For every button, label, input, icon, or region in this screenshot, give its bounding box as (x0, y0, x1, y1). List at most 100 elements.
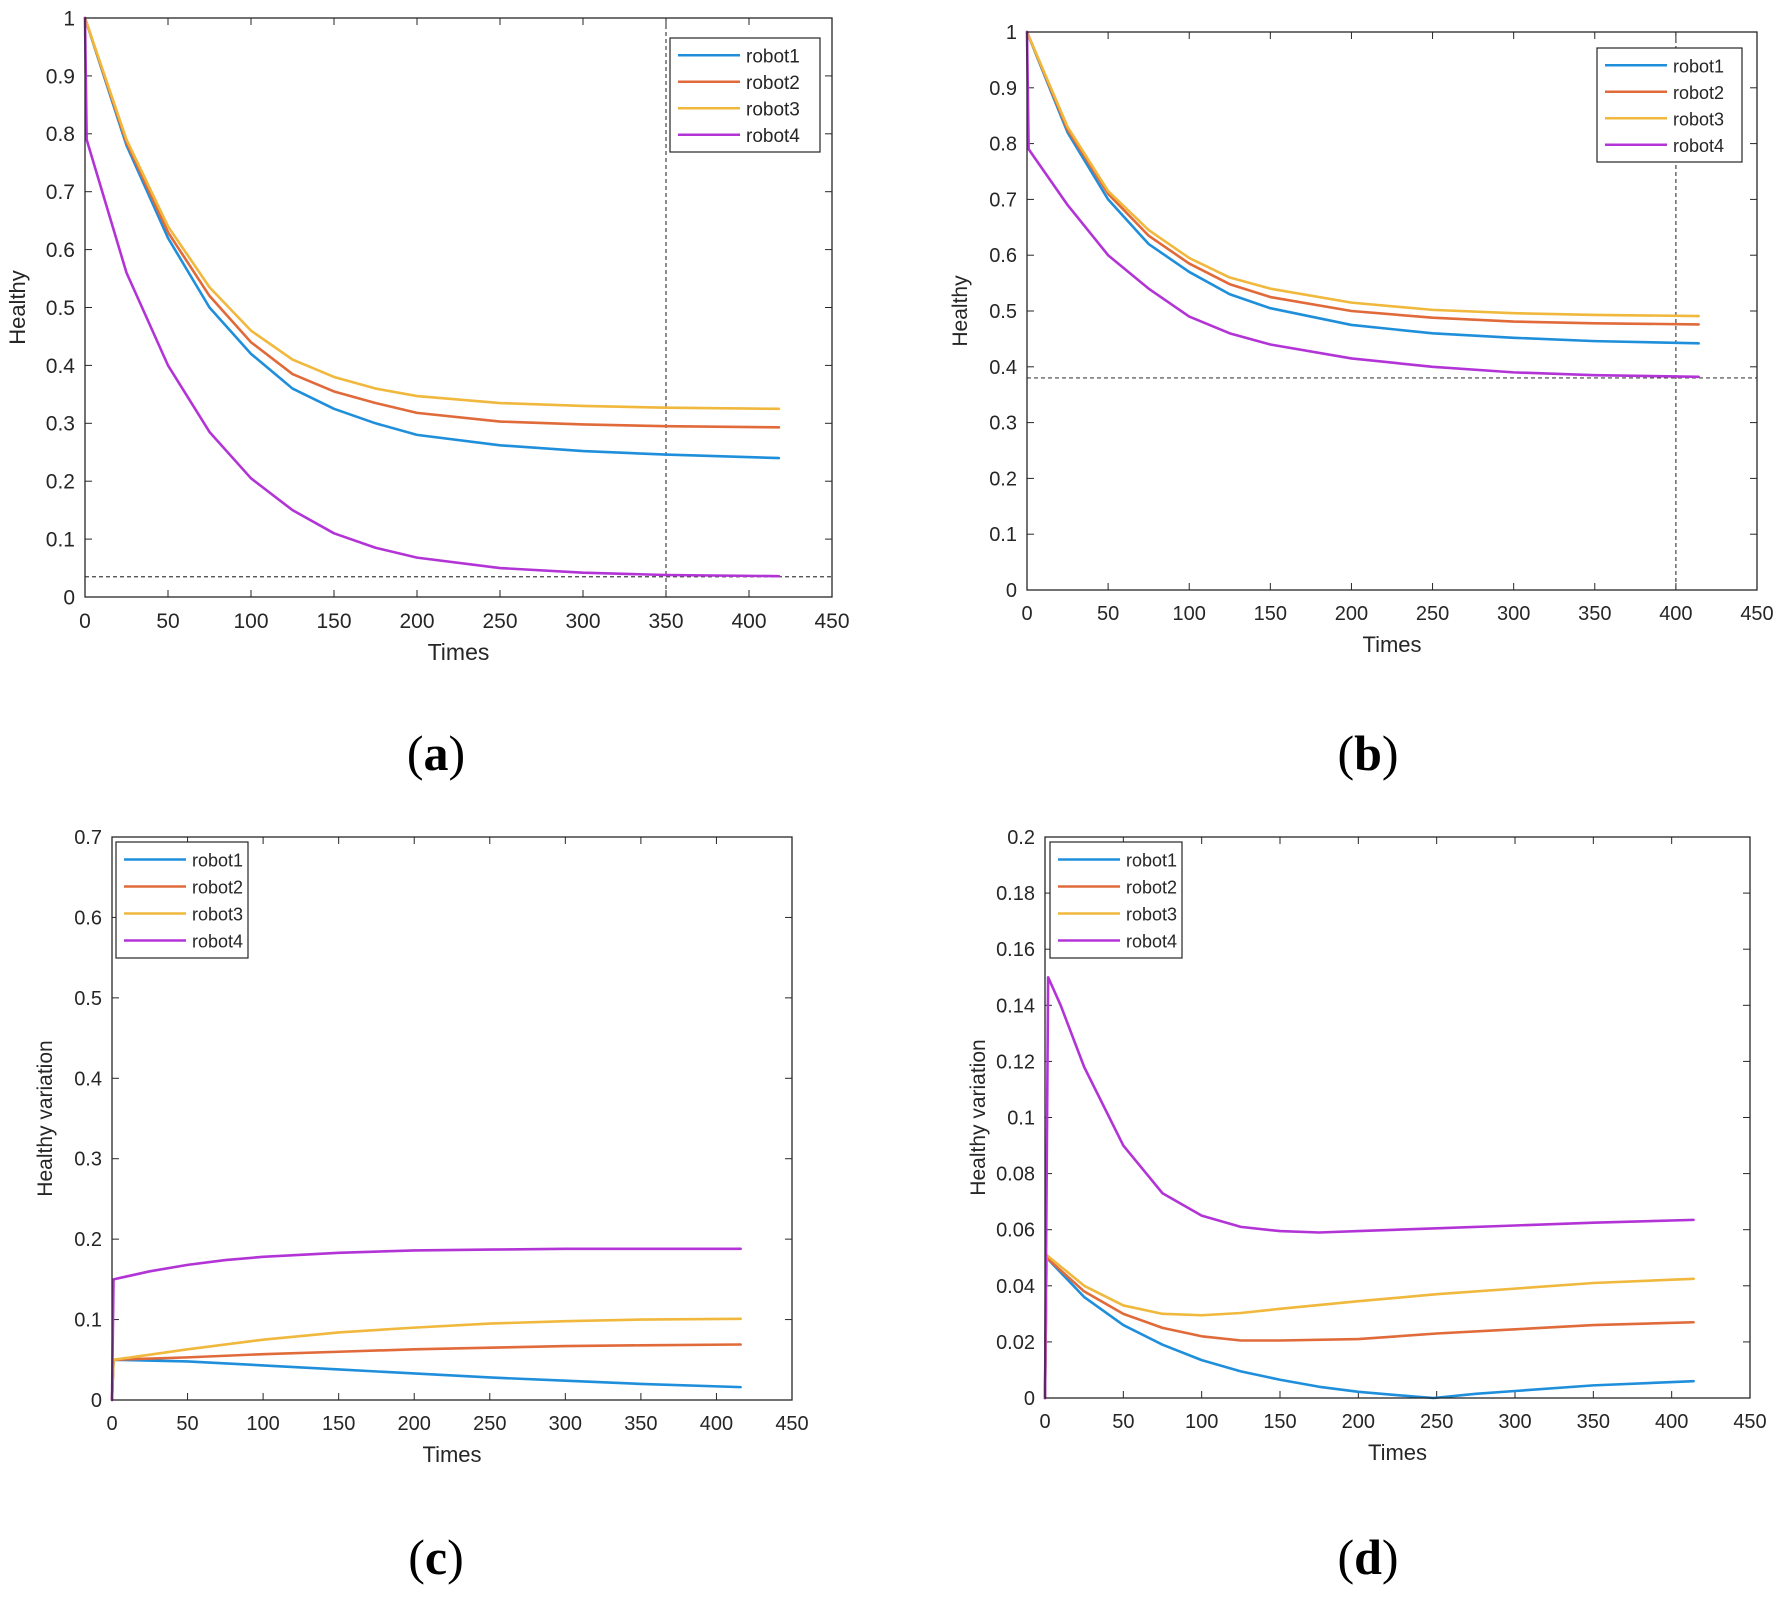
x-tick-label: 400 (731, 610, 766, 633)
series-line-robot3 (83, 16, 781, 411)
x-tick-label: 350 (1577, 1411, 1610, 1433)
axes-box (84, 17, 833, 598)
x-tick-label: 250 (473, 1413, 506, 1435)
x-tick-label: 400 (1655, 1411, 1688, 1433)
x-tick-label: 0 (1021, 603, 1032, 625)
y-axis-title: Healthy variation (34, 1040, 57, 1196)
axes-box (111, 836, 793, 1401)
legend-label-robot1: robot1 (746, 47, 800, 68)
y-tick-label: 0.08 (996, 1164, 1035, 1186)
y-tick-label: 0.04 (996, 1276, 1035, 1298)
legend-box (669, 37, 821, 153)
y-tick-label: 0.16 (996, 939, 1035, 961)
x-tick-label: 300 (565, 610, 600, 633)
x-tick-label: 50 (156, 610, 179, 633)
legend-label-robot4: robot4 (192, 932, 243, 952)
legend-box (1596, 47, 1743, 163)
panel-label-d: (d) (1337, 1529, 1399, 1585)
x-tick-label: 450 (775, 1413, 808, 1435)
legend-label-robot1: robot1 (1126, 851, 1177, 871)
x-tick-label: 200 (1342, 1411, 1375, 1433)
x-tick-label: 200 (398, 1413, 431, 1435)
panel-label-c-letter: c (424, 1529, 448, 1585)
x-tick-label: 300 (1497, 603, 1530, 625)
y-tick-label: 0 (1006, 580, 1017, 602)
x-tick-label: 450 (814, 610, 849, 633)
y-tick-label: 0.14 (996, 995, 1035, 1017)
series-line-robot4 (1043, 975, 1695, 1400)
axes-box (1026, 31, 1758, 591)
y-tick-label: 0.3 (46, 413, 75, 436)
y-tick-label: 0.8 (989, 134, 1017, 156)
series-line-robot4 (110, 1247, 742, 1402)
x-axis-title: Times (428, 639, 490, 665)
y-tick-label: 0.4 (989, 357, 1017, 379)
x-tick-label: 350 (648, 610, 683, 633)
y-tick-label: 0 (91, 1390, 102, 1412)
legend-box (115, 841, 249, 959)
x-tick-label: 450 (1740, 603, 1773, 625)
axes-box (1044, 836, 1751, 1399)
series-line-robot2 (1025, 30, 1700, 326)
y-tick-label: 0.6 (74, 907, 102, 929)
y-tick-label: 0.2 (46, 471, 75, 494)
series-line-robot2 (83, 16, 781, 429)
y-tick-label: 0.7 (989, 189, 1017, 211)
chart-d: 0 50 100 150 200 250 300 350 400 450 0 0.02 0.04 0.06… (967, 827, 1767, 1465)
series-line-robot3 (1025, 30, 1700, 318)
y-tick-label: 0.18 (996, 883, 1035, 905)
legend-label-robot3: robot3 (1126, 905, 1177, 925)
panel-label-b-letter: b (1354, 725, 1382, 781)
x-tick-label: 250 (1416, 603, 1449, 625)
y-tick-label: 0.06 (996, 1220, 1035, 1242)
legend-label-robot2: robot2 (192, 878, 243, 898)
legend-label-robot1: robot1 (1673, 56, 1724, 76)
x-tick-label: 300 (549, 1413, 582, 1435)
y-tick-label: 0.3 (74, 1149, 102, 1171)
legend-label-robot2: robot2 (1673, 83, 1724, 103)
x-tick-label: 0 (1039, 1411, 1050, 1433)
y-tick-label: 0.2 (1007, 827, 1035, 849)
y-tick-label: 0.1 (46, 528, 75, 551)
x-axis-title: Times (422, 1442, 481, 1467)
chart-b: 0 50 100 150 200 250 300 350 400 450 0 0.1 0.2 0.3 0.4… (949, 22, 1774, 657)
legend-label-robot1: robot1 (192, 851, 243, 871)
x-tick-label: 450 (1733, 1411, 1766, 1433)
y-tick-label: 0.1 (989, 524, 1017, 546)
x-tick-label: 250 (482, 610, 517, 633)
y-tick-label: 0.6 (46, 239, 75, 262)
x-tick-label: 400 (700, 1413, 733, 1435)
y-tick-label: 1 (63, 7, 75, 30)
series-line-robot2 (1043, 1256, 1695, 1400)
x-tick-label: 0 (106, 1413, 117, 1435)
y-tick-label: 0.9 (989, 78, 1017, 100)
x-tick-label: 350 (624, 1413, 657, 1435)
x-tick-label: 400 (1659, 603, 1692, 625)
panel-label-c: (c) (408, 1529, 464, 1585)
series-line-robot3 (110, 1317, 742, 1402)
legend-label-robot3: robot3 (1673, 109, 1724, 129)
y-tick-label: 0.6 (989, 245, 1017, 267)
y-tick-label: 0.4 (46, 355, 76, 378)
chart-c: 0 50 100 150 200 250 300 350 400 450 0 0.1 0.2 0.3 0.4… (34, 827, 809, 1467)
legend-label-robot4: robot4 (746, 126, 800, 147)
legend-label-robot2: robot2 (746, 73, 800, 94)
legend-label-robot3: robot3 (192, 905, 243, 925)
y-tick-label: 0.2 (989, 468, 1017, 490)
series-line-robot1 (110, 1358, 742, 1402)
x-tick-label: 350 (1578, 603, 1611, 625)
x-tick-label: 100 (246, 1413, 279, 1435)
x-tick-label: 150 (322, 1413, 355, 1435)
y-tick-label: 0.4 (74, 1068, 102, 1090)
series-line-robot4 (1025, 30, 1700, 379)
y-tick-label: 0.2 (74, 1229, 102, 1251)
series-line-robot1 (1025, 30, 1700, 345)
panel-label-d-letter: d (1354, 1529, 1382, 1585)
y-tick-label: 0.3 (989, 413, 1017, 435)
series-line-robot1 (1043, 1256, 1695, 1400)
x-axis-title: Times (1362, 632, 1421, 657)
y-tick-label: 0.1 (1007, 1108, 1035, 1130)
legend-label-robot2: robot2 (1126, 878, 1177, 898)
x-tick-label: 50 (1097, 603, 1119, 625)
x-tick-label: 0 (79, 610, 91, 633)
